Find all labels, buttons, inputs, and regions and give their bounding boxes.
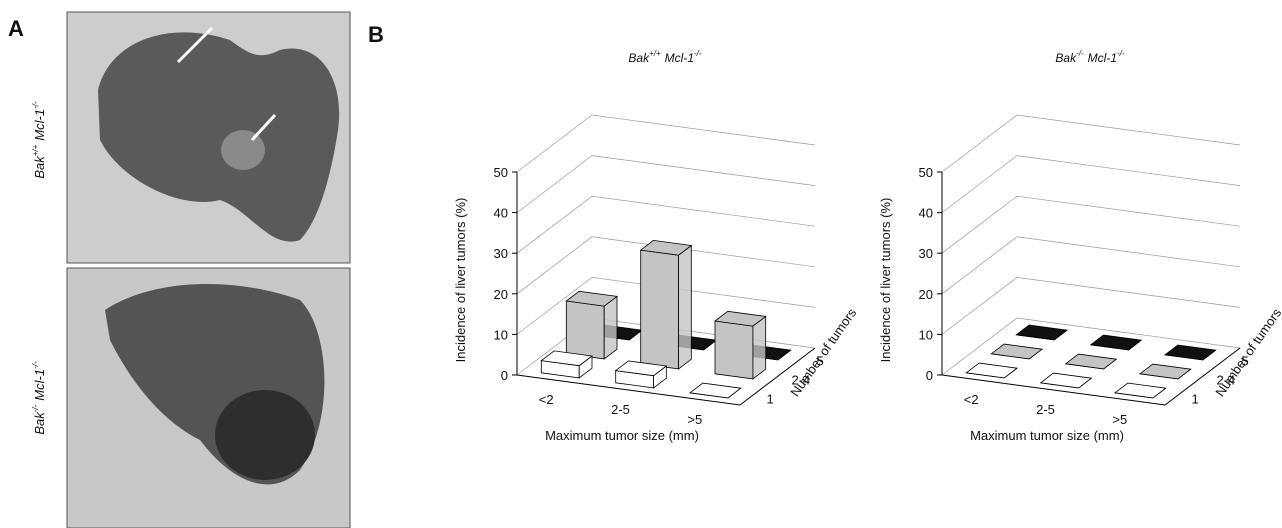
text-part: Mcl-1 (32, 109, 47, 141)
bar-front (565, 300, 605, 360)
photo-label: Bak+/+ Mcl-1-/- (31, 101, 47, 179)
grid-line (941, 317, 1241, 376)
y-tick-label: 50 (919, 165, 933, 180)
bar-top (565, 290, 619, 307)
bar-top (540, 350, 594, 367)
text-part: Bak (1055, 51, 1077, 65)
y-tick-label: 40 (494, 206, 508, 221)
grid-line (516, 236, 816, 295)
text-part: +/+ (31, 144, 40, 156)
bar-top (965, 362, 1019, 379)
bar-top (614, 360, 668, 377)
y-tick-label: 20 (494, 287, 508, 302)
text-part: -/- (1117, 49, 1125, 58)
bar-top (990, 343, 1044, 360)
grid-line (941, 236, 1241, 295)
grid-line (516, 155, 816, 213)
y-tick-label: 10 (494, 327, 508, 342)
y-tick-label: 30 (919, 246, 933, 261)
grid-line (516, 114, 816, 173)
text-part: -/- (31, 361, 40, 369)
grid-line (516, 277, 816, 335)
floor-axis (516, 347, 816, 406)
y-tick-label: 0 (501, 368, 508, 383)
z-tick-label: 1 (1192, 392, 1199, 407)
y-tick-label: 0 (926, 368, 933, 383)
text-part: Bak (32, 411, 47, 435)
bar-top (1089, 334, 1143, 351)
bar-top (1163, 344, 1217, 361)
bar-top (1113, 382, 1167, 399)
photo-label: Bak-/-Mcl-1-/- (31, 361, 47, 435)
bar-top (639, 239, 693, 256)
grid-line (941, 195, 1241, 254)
bar-top (1064, 353, 1118, 370)
x-axis-label: Maximum tumor size (mm) (970, 428, 1124, 443)
x-tick-label: 2-5 (611, 402, 630, 417)
bar-top (1015, 324, 1069, 341)
bar-top (1138, 363, 1192, 380)
y-axis-label: Incidence of liver tumors (%) (878, 198, 893, 363)
z-axis-label: Number of tumors (1212, 305, 1282, 399)
bar-top (713, 310, 767, 327)
chart-title: Bak+/+ Mcl-1-/- (628, 49, 701, 65)
y-axis-label: Incidence of liver tumors (%) (453, 198, 468, 363)
grid-line (941, 155, 1241, 213)
text-part: -/- (31, 101, 40, 109)
panel-label: A (8, 16, 24, 41)
x-tick-label: <2 (964, 392, 979, 407)
bar-side (603, 295, 618, 360)
text-part: Mcl-1 (1088, 51, 1117, 65)
text-part: +/+ (649, 49, 661, 58)
z-tick-label: 2-4 (1217, 373, 1236, 388)
z-tick-label: 2-4 (792, 373, 811, 388)
x-tick-label: >5 (1112, 412, 1127, 427)
text-part: Mcl-1 (665, 51, 694, 65)
x-tick-label: >5 (687, 412, 702, 427)
z-tick-label: 5 (1242, 354, 1249, 369)
photo (66, 11, 351, 528)
x-tick-label: 2-5 (1036, 402, 1055, 417)
text-part: Bak (628, 51, 650, 65)
text-part: -/- (31, 404, 40, 412)
bar-front (714, 320, 754, 380)
x-tick-label: <2 (539, 392, 554, 407)
bar-front (640, 249, 679, 370)
text-part: -/- (694, 49, 702, 58)
z-tick-label: 1 (767, 392, 774, 407)
bar-top (688, 382, 742, 399)
text-part: Bak (32, 155, 47, 179)
x-axis-label: Maximum tumor size (mm) (545, 428, 699, 443)
y-tick-label: 10 (919, 327, 933, 342)
grid-line (941, 277, 1241, 335)
z-axis-label: Number of tumors (787, 305, 859, 399)
floor-axis (941, 347, 1241, 406)
bar-top (1039, 372, 1093, 389)
y-tick-label: 40 (919, 206, 933, 221)
bar-side (752, 315, 767, 380)
chart-title: Bak-/- Mcl-1-/- (1055, 49, 1124, 65)
bar-side (678, 244, 692, 370)
grid-line (516, 195, 816, 254)
z-tick-label: 5 (817, 354, 824, 369)
y-tick-label: 20 (919, 287, 933, 302)
y-tick-label: 30 (494, 246, 508, 261)
text-part: Mcl-1 (32, 369, 47, 401)
text-part: -/- (1076, 49, 1084, 58)
panel-label: B (368, 22, 384, 47)
grid-line (941, 114, 1241, 173)
y-tick-label: 50 (494, 165, 508, 180)
